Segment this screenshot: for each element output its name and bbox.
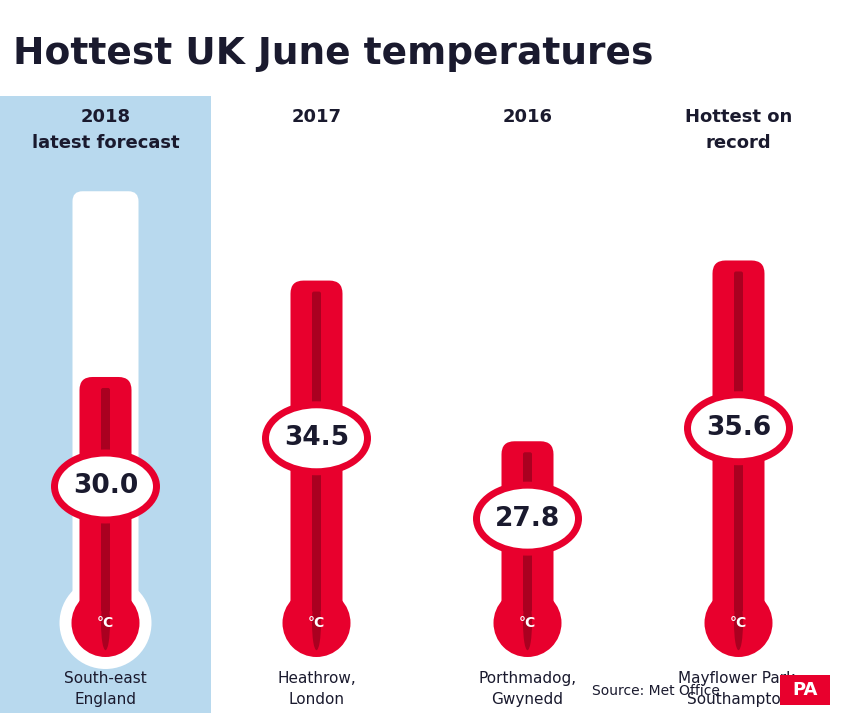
Text: °C: °C xyxy=(519,616,536,630)
FancyBboxPatch shape xyxy=(312,292,321,612)
Text: Southampton: Southampton xyxy=(687,692,790,707)
Circle shape xyxy=(705,589,772,657)
FancyBboxPatch shape xyxy=(712,260,765,636)
Ellipse shape xyxy=(269,409,364,468)
Text: Gwynedd: Gwynedd xyxy=(491,692,564,707)
Text: °C: °C xyxy=(730,616,747,630)
Text: Mayflower Park,: Mayflower Park, xyxy=(678,671,799,686)
Text: 35.6: 35.6 xyxy=(706,415,771,441)
Text: 30.0: 30.0 xyxy=(73,473,138,500)
Circle shape xyxy=(481,577,574,669)
Text: Source: Met Office: Source: Met Office xyxy=(592,684,720,698)
Ellipse shape xyxy=(684,391,793,466)
Text: 2016: 2016 xyxy=(502,108,553,126)
Circle shape xyxy=(59,577,152,669)
FancyBboxPatch shape xyxy=(706,191,771,633)
FancyBboxPatch shape xyxy=(101,388,110,612)
FancyBboxPatch shape xyxy=(495,191,560,633)
Text: Hottest UK June temperatures: Hottest UK June temperatures xyxy=(13,36,653,72)
Text: Hottest on: Hottest on xyxy=(684,108,793,126)
Text: England: England xyxy=(74,692,137,707)
Circle shape xyxy=(270,577,363,669)
FancyBboxPatch shape xyxy=(73,191,138,633)
Text: London: London xyxy=(289,692,344,707)
Text: 2017: 2017 xyxy=(291,108,342,126)
Ellipse shape xyxy=(523,596,532,650)
Ellipse shape xyxy=(691,399,786,458)
Ellipse shape xyxy=(473,482,582,555)
Text: 2018: 2018 xyxy=(80,108,131,126)
Circle shape xyxy=(494,589,561,657)
FancyBboxPatch shape xyxy=(501,441,554,636)
Text: South-east: South-east xyxy=(64,671,147,686)
Ellipse shape xyxy=(58,456,153,516)
Text: latest forecast: latest forecast xyxy=(32,134,179,153)
Circle shape xyxy=(283,589,350,657)
Ellipse shape xyxy=(262,401,371,476)
Circle shape xyxy=(692,577,785,669)
Text: 34.5: 34.5 xyxy=(284,425,349,451)
Text: Porthmadog,: Porthmadog, xyxy=(479,671,576,686)
Text: PA: PA xyxy=(793,681,818,699)
FancyBboxPatch shape xyxy=(284,191,349,633)
Ellipse shape xyxy=(51,449,160,523)
Ellipse shape xyxy=(312,596,321,650)
Text: Heathrow,: Heathrow, xyxy=(277,671,356,686)
Text: 27.8: 27.8 xyxy=(495,506,560,532)
Circle shape xyxy=(72,589,139,657)
Text: record: record xyxy=(706,134,771,153)
FancyBboxPatch shape xyxy=(79,377,132,636)
FancyBboxPatch shape xyxy=(290,281,343,636)
Text: °C: °C xyxy=(97,616,114,630)
Ellipse shape xyxy=(480,488,575,548)
FancyBboxPatch shape xyxy=(780,675,830,705)
Bar xyxy=(0,96,211,713)
Ellipse shape xyxy=(734,596,743,650)
FancyBboxPatch shape xyxy=(523,452,532,612)
Ellipse shape xyxy=(101,596,110,650)
Text: °C: °C xyxy=(308,616,325,630)
FancyBboxPatch shape xyxy=(734,272,743,612)
